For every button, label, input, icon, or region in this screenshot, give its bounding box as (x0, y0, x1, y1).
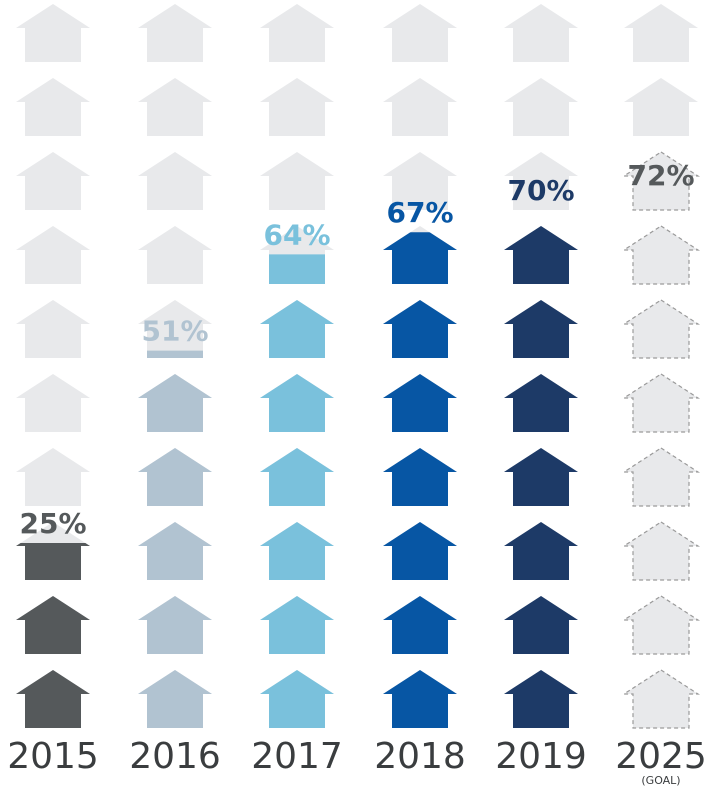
house-icon (138, 4, 212, 62)
category-label: 2015 (7, 736, 99, 777)
house-icon (16, 300, 90, 358)
house-icon (138, 78, 212, 136)
house-icon-filled (260, 448, 334, 506)
house-icon-filled (138, 670, 212, 728)
house-icon-filled (383, 300, 457, 358)
house-icon (624, 4, 698, 62)
house-icon-filled (138, 374, 212, 432)
house-icon (504, 152, 578, 210)
house-icon (138, 300, 212, 358)
house-icon (624, 78, 698, 136)
house-icon (504, 78, 578, 136)
house-icon (621, 225, 701, 285)
house-icon-filled (138, 448, 212, 506)
house-icon-filled (260, 522, 334, 580)
column-2025: 72% 2025(GOAL) (615, 4, 705, 787)
column-2016: 51% 2016 (129, 4, 221, 777)
house-icon (383, 78, 457, 136)
house-icon-filled (16, 670, 90, 728)
column-2018: 67% 2018 (374, 4, 466, 777)
category-label: 2018 (374, 736, 466, 777)
category-label: 2016 (129, 736, 221, 777)
house-icon-filled (16, 596, 90, 654)
value-label: 72% (627, 159, 694, 192)
house-icon (383, 152, 457, 210)
house-icon-filled (260, 670, 334, 728)
house-icon (621, 373, 701, 433)
house-icon-filled (138, 522, 212, 580)
house-icon (621, 299, 701, 359)
category-label: 2019 (495, 736, 587, 777)
house-icon-filled (504, 596, 578, 654)
house-icon (504, 4, 578, 62)
value-label: 25% (19, 507, 86, 540)
value-label: 70% (507, 174, 574, 207)
house-icon-filled (504, 226, 578, 284)
house-icon-filled (383, 670, 457, 728)
house-icon-filled (504, 522, 578, 580)
house-icon-filled (138, 596, 212, 654)
house-icon-filled (260, 300, 334, 358)
house-icon (16, 152, 90, 210)
house-icon (383, 4, 457, 62)
house-icon (621, 669, 701, 729)
house-icon-filled (383, 232, 457, 284)
house-icon (621, 595, 701, 655)
house-icon (16, 4, 90, 62)
house-icon-filled (383, 374, 457, 432)
value-label: 67% (386, 196, 453, 229)
house-icon-filled (269, 254, 325, 284)
house-icon (260, 78, 334, 136)
house-icon-filled (504, 374, 578, 432)
house-icon (621, 521, 701, 581)
house-icon-filled (260, 596, 334, 654)
house-icon (16, 374, 90, 432)
house-icon (621, 447, 701, 507)
value-label: 51% (141, 315, 208, 348)
house-icon-filled (147, 350, 203, 358)
house-icon-filled (16, 543, 90, 580)
house-icon-filled (383, 596, 457, 654)
house-icon-filled (504, 670, 578, 728)
house-icon (260, 152, 334, 210)
house-icon (260, 4, 334, 62)
house-icon (138, 226, 212, 284)
house-icon (621, 151, 701, 211)
value-label: 64% (263, 218, 330, 251)
house-icon-filled (504, 300, 578, 358)
category-label: 2017 (251, 736, 343, 777)
house-icon-filled (383, 522, 457, 580)
category-label: 2025 (615, 736, 705, 777)
column-2015: 25% 2015 (7, 4, 99, 777)
house-icon (138, 152, 212, 210)
column-2017: 64% 2017 (251, 4, 343, 777)
house-icon (16, 448, 90, 506)
house-icon (16, 226, 90, 284)
column-2019: 70% 2019 (495, 4, 587, 777)
house-icon (16, 78, 90, 136)
house-icon-filled (383, 448, 457, 506)
house-icon-filled (504, 448, 578, 506)
category-note: (GOAL) (641, 774, 680, 787)
house-icon-filled (260, 374, 334, 432)
